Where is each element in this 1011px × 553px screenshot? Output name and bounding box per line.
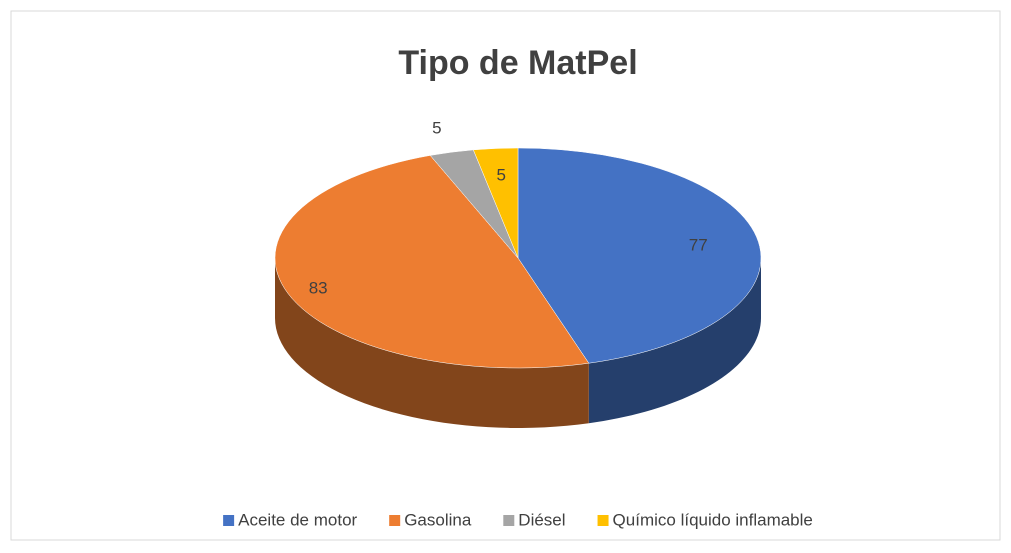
legend-swatch: [597, 515, 609, 526]
slice-top: [517, 147, 762, 364]
legend-swatch: [503, 515, 515, 526]
legend-label: Diésel: [518, 510, 565, 529]
data-label: 83: [309, 279, 328, 298]
slice-top: [472, 147, 519, 259]
pie-slice: [274, 155, 590, 428]
legend-label: Gasolina: [404, 510, 472, 529]
legend-swatch: [389, 515, 401, 526]
legend-label: Aceite de motor: [238, 510, 357, 529]
slice-side: [275, 258, 589, 428]
slice-top: [274, 155, 590, 369]
slice-side: [588, 258, 761, 424]
chart-title: Tipo de MatPel: [398, 44, 637, 82]
data-label: 5: [496, 165, 505, 184]
legend-swatch: [223, 515, 235, 526]
data-label: 5: [432, 118, 441, 137]
legend: Aceite de motor Gasolina Diésel Químico líq…: [223, 510, 813, 529]
legend-label: Químico líquido inflamable: [613, 510, 813, 529]
pie-slice: [472, 147, 519, 259]
data-label: 77: [689, 235, 708, 254]
pie-slice: [517, 147, 762, 424]
